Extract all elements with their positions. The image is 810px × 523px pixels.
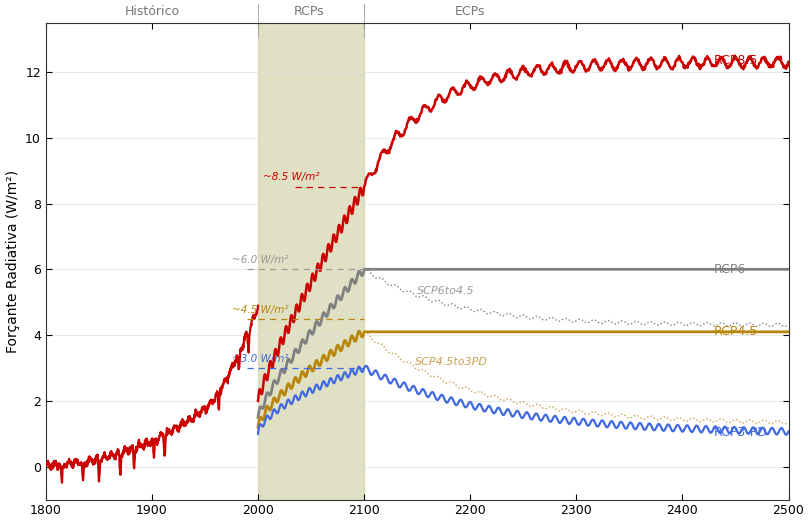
Text: RCPs: RCPs xyxy=(294,5,324,18)
Bar xyxy=(258,22,364,499)
Text: Histórico: Histórico xyxy=(125,5,180,18)
Text: RCP6: RCP6 xyxy=(714,263,747,276)
Text: SCP6to4.5: SCP6to4.5 xyxy=(417,286,475,295)
Y-axis label: Forçante Radiativa (W/m²): Forçante Radiativa (W/m²) xyxy=(6,169,19,353)
Text: RCP4.5: RCP4.5 xyxy=(714,325,758,338)
Text: ~8.5 W/m²: ~8.5 W/m² xyxy=(263,172,320,182)
Text: ~3.0 W/m²: ~3.0 W/m² xyxy=(232,354,288,364)
Text: SCP4.5to3PD: SCP4.5to3PD xyxy=(415,357,488,367)
Text: RCP8.5: RCP8.5 xyxy=(714,54,759,67)
Text: ~6.0 W/m²: ~6.0 W/m² xyxy=(232,255,288,265)
Text: ~4.5 W/m²: ~4.5 W/m² xyxy=(232,305,288,315)
Text: RCP3-PD: RCP3-PD xyxy=(714,426,768,439)
Text: ECPs: ECPs xyxy=(455,5,485,18)
